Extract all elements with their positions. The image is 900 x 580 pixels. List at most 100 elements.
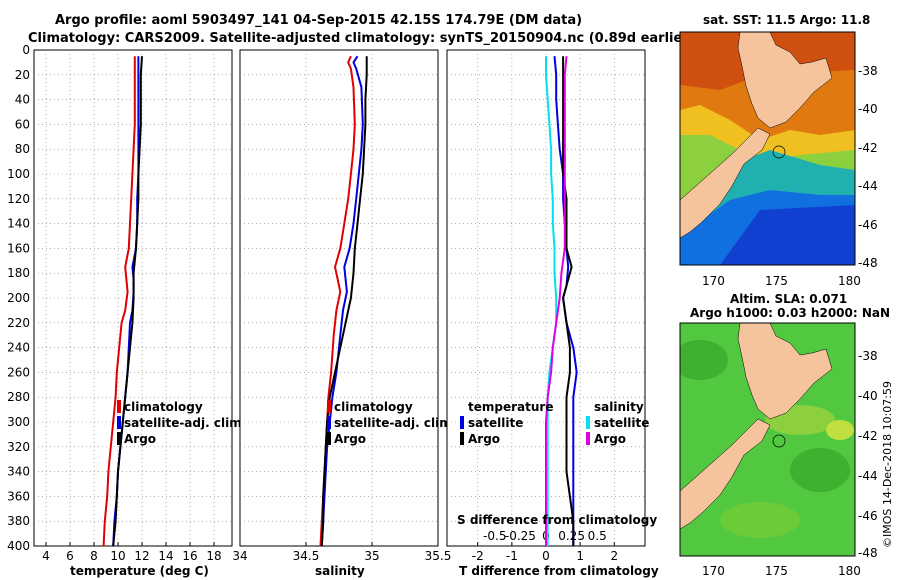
sla-south-island [680,418,771,530]
legend-label-climatology: climatology [124,400,203,414]
y-tick-label: 100 [7,167,30,181]
x-tick-label: 0 [542,549,550,563]
temperature-panel: 0 20 40 60 80 100 120 140 160 180 200 220 240 260 280 3… [7,43,246,578]
lat-tick: -46 [858,218,878,232]
lat-tick: -48 [858,256,878,270]
figure-title: Argo profile: aoml 5903497_141 04-Sep-20… [55,13,582,28]
sst-map: sat. SST: 11.5 Argo: 11.8 -38 -40 -42 -4… [679,13,878,288]
legend-label-t-argo: Argo [468,432,500,446]
y-tick-label: 80 [15,142,30,156]
x-tick-label: 6 [66,549,74,563]
y-tick-label: 200 [7,291,30,305]
lat-tick: -46 [858,509,878,523]
s-difference-axis-label: S difference from climatology [457,513,657,527]
legend-label-argo: Argo [124,432,156,446]
legend-title-temperature: temperature [468,400,553,414]
legend-swatch-climatology [117,400,121,413]
t-difference-axis-label: T difference from climatology [459,564,659,578]
s-tick-label: 0.5 [588,529,607,543]
x-tick-label: 16 [182,549,197,563]
y-tick-label: 180 [7,266,30,280]
sla-map-frame [679,322,856,557]
temperature-grid [34,50,232,546]
x-tick-label: 12 [134,549,149,563]
sla-north-island [737,323,833,420]
lat-tick: -42 [858,141,878,155]
series-line-t-argo [562,56,575,546]
salinity-series [319,55,368,547]
y-tick-label: 300 [7,415,30,429]
salinity-legend: climatology satellite-adj. clim. Argo [327,400,456,446]
legend-swatch-argo [327,432,331,445]
legend-label-satellite-adj: satellite-adj. clim. [124,416,246,430]
sst-lon-ticks: 170 175 180 [702,274,861,288]
depth-axis-ticks: 0 20 40 60 80 100 120 140 160 180 200 220 240 260 280 3… [7,43,30,553]
y-tick-label: 320 [7,440,30,454]
lat-tick: -40 [858,102,878,116]
x-tick-label: 8 [90,549,98,563]
lat-tick: -44 [858,469,878,483]
figure-subtitle: Climatology: CARS2009. Satellite-adjuste… [28,31,695,46]
lon-tick: 180 [838,274,861,288]
series-line-s-argo [545,56,568,546]
temperature-axis-ticks: 4 6 8 10 12 14 16 18 [42,542,222,563]
sla-lat-ticks: -38 -40 -42 -44 -46 -48 [858,349,878,560]
x-tick-label: 4 [42,549,50,563]
sst-map-title: sat. SST: 11.5 Argo: 11.8 [703,13,870,27]
x-tick-label: 18 [206,549,221,563]
legend-label-s-argo: Argo [594,432,626,446]
y-tick-label: 220 [7,316,30,330]
legend-title-salinity: salinity [594,400,644,414]
temperature-legend: climatology satellite-adj. clim. Argo [117,400,246,446]
legend-swatch-t-argo [460,432,464,445]
salinity-axis-label: salinity [315,564,365,578]
legend-label-climatology: climatology [334,400,413,414]
legend-swatch-s-satellite [586,416,590,429]
lat-tick: -48 [858,546,878,560]
legend-swatch-s-argo [586,432,590,445]
lat-tick: -40 [858,389,878,403]
lat-tick: -42 [858,429,878,443]
legend-label-satellite-adj: satellite-adj. clim. [334,416,456,430]
y-tick-label: 140 [7,217,30,231]
lon-tick: 175 [765,564,788,578]
y-tick-label: 400 [7,539,30,553]
series-line-argo [320,56,368,547]
sla-argo-marker [772,434,786,448]
sst-coldest-band [720,205,855,265]
legend-label-t-satellite: satellite [468,416,523,430]
series-line-satellite-adj-clim- [320,55,364,547]
y-tick-label: 160 [7,241,30,255]
legend-swatch-argo [117,432,121,445]
y-tick-label: 60 [15,117,30,131]
y-tick-label: 360 [7,489,30,503]
sla-lon-ticks: 170 175 180 [702,564,861,578]
sst-map-frame [679,31,856,266]
y-tick-label: 340 [7,465,30,479]
y-tick-label: 240 [7,341,30,355]
legend-swatch-satellite-adj [327,416,331,429]
sla-map-title: Altim. SLA: 0.071 [730,292,847,306]
x-tick-label: 35.5 [425,549,452,563]
difference-series [545,56,578,546]
y-tick-label: 40 [15,93,30,107]
y-tick-label: 20 [15,68,30,82]
temperature-axis-label: temperature (deg C) [70,564,209,578]
y-tick-label: 260 [7,365,30,379]
x-tick-label: 14 [158,549,173,563]
legend-swatch-t-satellite [460,416,464,429]
legend-swatch-climatology [327,400,331,413]
legend-label-argo: Argo [334,432,366,446]
s-tick-label: -0.25 [505,529,536,543]
sst-north-island [737,32,833,129]
x-tick-label: -2 [472,549,484,563]
series-line-climatology [102,56,136,547]
y-tick-label: 380 [7,514,30,528]
temperature-series [102,56,143,547]
lat-tick: -44 [858,179,878,193]
sla-blob [720,502,800,538]
x-tick-label: 34 [232,549,247,563]
x-tick-label: 34.5 [293,549,320,563]
x-tick-label: 1 [576,549,584,563]
